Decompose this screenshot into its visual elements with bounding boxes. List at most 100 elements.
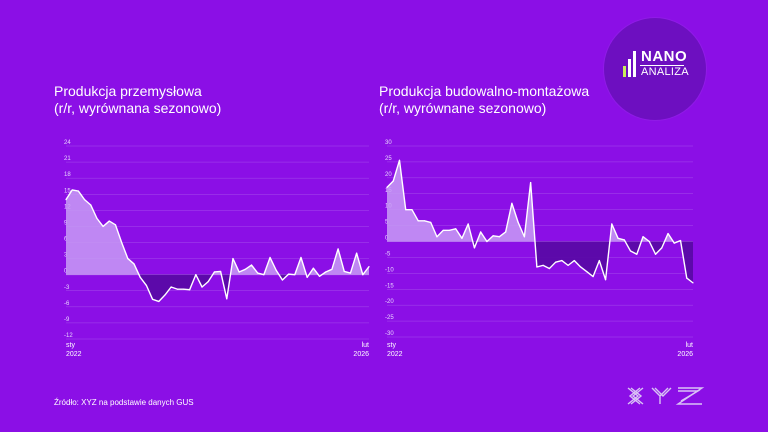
construction-data-point (505, 231, 507, 233)
xyz-brand-logo (627, 387, 705, 405)
industrial-data-point (133, 263, 135, 265)
construction-data-point (648, 240, 650, 243)
construction-data-point (636, 253, 638, 255)
industrial-data-point (90, 204, 92, 206)
industrial-data-point (325, 271, 327, 273)
construction-data-point (436, 236, 438, 238)
construction-positive-area (641, 236, 650, 242)
industrial-positive-area (288, 257, 307, 275)
logo-text-analiza: ANALIZA (641, 66, 689, 78)
industrial-data-point (158, 300, 160, 303)
construction-data-point (386, 186, 388, 188)
construction-data-point (517, 221, 519, 223)
construction-negative-area (680, 241, 693, 283)
industrial-negative-area (318, 274, 322, 277)
industrial-data-point (219, 270, 222, 273)
industrial-data-point (306, 276, 308, 278)
industrial-data-point (356, 252, 358, 254)
chart-subtitle-construction: (r/r, wyrównane sezonowo) (379, 100, 547, 116)
construction-data-point (461, 237, 463, 239)
chart-title-construction-main: Produkcja budowalno-montażowa (379, 83, 590, 99)
industrial-positive-area (66, 189, 139, 275)
industrial-data-point (238, 271, 240, 273)
industrial-data-point (331, 268, 333, 270)
construction-data-point (536, 266, 538, 268)
construction-y-tick-label: -20 (385, 299, 394, 305)
industrial-y-tick-label: 6 (64, 237, 68, 243)
construction-data-point (592, 275, 594, 278)
industrial-x-start-year: 2022 (66, 351, 82, 358)
construction-data-point (617, 237, 619, 239)
industrial-data-point (195, 274, 197, 276)
industrial-data-point (201, 286, 203, 288)
industrial-negative-area (306, 274, 309, 278)
construction-data-point (398, 159, 401, 161)
industrial-data-point (77, 190, 79, 192)
chart-title-industrial: Produkcja przemysłowa (r/r, wyrównana se… (54, 83, 221, 117)
industrial-data-point (275, 269, 277, 271)
construction-data-point (405, 209, 407, 211)
bar-chart-icon (623, 51, 637, 77)
industrial-data-point (244, 268, 246, 270)
industrial-data-point (312, 267, 314, 269)
construction-x-end-year: 2026 (677, 351, 693, 358)
construction-data-point (561, 260, 563, 262)
industrial-y-tick-label: 24 (64, 140, 71, 146)
construction-data-point (467, 223, 469, 225)
industrial-x-start-month: sty (66, 342, 75, 349)
construction-positive-area (476, 182, 535, 242)
construction-y-tick-label: 20 (385, 172, 392, 178)
industrial-data-point (269, 256, 271, 259)
industrial-data-point (83, 199, 86, 201)
construction-data-point (686, 277, 688, 279)
industrial-data-point (362, 274, 364, 276)
construction-y-tick-label: -25 (385, 315, 394, 321)
industrial-data-point (207, 281, 209, 283)
construction-y-tick-label: 25 (385, 156, 392, 162)
industrial-data-point (226, 298, 228, 300)
construction-data-point (555, 261, 557, 263)
industrial-positive-area (321, 248, 369, 275)
construction-y-tick-label: -15 (385, 283, 394, 289)
construction-data-point (542, 264, 544, 266)
industrial-data-point (170, 286, 172, 288)
construction-data-point (423, 220, 426, 222)
industrial-y-tick-label: 12 (64, 204, 71, 210)
industrial-data-point (232, 257, 234, 260)
construction-data-point (654, 253, 657, 255)
construction-y-tick-label: -30 (385, 331, 394, 337)
construction-y-tick-label: 5 (385, 220, 389, 226)
nano-analiza-logo: NANO ANALIZA (604, 18, 706, 120)
industrial-y-tick-label: 9 (64, 220, 68, 226)
industrial-data-point (343, 270, 345, 273)
logo-bar-1 (623, 66, 626, 77)
construction-data-point (567, 264, 569, 266)
construction-x-end-month: lut (686, 342, 693, 349)
construction-negative-area (625, 241, 642, 255)
industrial-data-point (121, 241, 123, 244)
industrial-y-tick-label: -12 (64, 333, 73, 339)
construction-data-point (604, 279, 607, 281)
industrial-negative-area (221, 274, 231, 299)
logo-text-nano: NANO (641, 48, 688, 65)
industrial-y-tick-label: 0 (64, 269, 68, 275)
construction-data-point (492, 235, 494, 237)
construction-data-point (455, 228, 457, 230)
construction-x-start-year: 2022 (387, 351, 403, 358)
industrial-data-point (182, 288, 185, 290)
industrial-data-point (213, 271, 216, 273)
industrial-negative-area (195, 274, 213, 287)
construction-data-point (430, 221, 432, 223)
logo-bar-3 (633, 51, 636, 77)
construction-positive-area (678, 240, 681, 242)
industrial-data-point (368, 266, 370, 268)
xyz-outline-icon (627, 387, 705, 405)
construction-data-point (667, 232, 669, 235)
construction-data-point (530, 182, 532, 184)
logo-bar-2 (628, 59, 631, 77)
construction-data-point (473, 247, 476, 249)
construction-negative-area (534, 241, 610, 280)
industrial-data-point (300, 256, 302, 259)
industrial-data-point (263, 274, 265, 276)
industrial-data-point (250, 264, 253, 266)
